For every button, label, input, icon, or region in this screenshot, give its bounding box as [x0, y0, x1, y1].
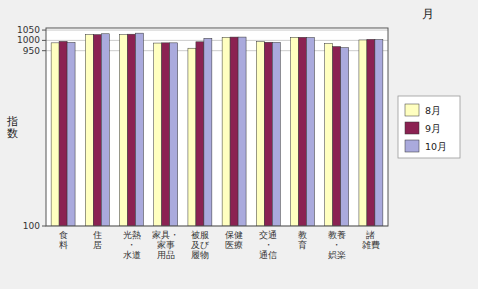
bar — [188, 48, 196, 226]
grid-line — [46, 30, 388, 31]
bar — [120, 35, 128, 226]
y-tick-label: 100 — [23, 221, 40, 231]
bar — [51, 43, 59, 226]
bar — [325, 43, 333, 226]
x-tick-label: 食料 — [59, 230, 68, 250]
bar — [306, 37, 314, 226]
plot-frame — [46, 28, 388, 226]
bar — [93, 35, 101, 226]
bar — [162, 43, 170, 226]
x-tick-label: 交通・通信 — [259, 230, 277, 260]
legend-box — [398, 96, 460, 158]
y-tick — [42, 30, 46, 31]
y-axis-label: 指数 — [6, 115, 18, 140]
x-tick-label: 諸雑費 — [362, 230, 380, 250]
plot-area — [46, 28, 388, 226]
x-tick-label: 住居 — [93, 230, 102, 250]
bar — [291, 37, 299, 226]
legend-swatch — [405, 104, 419, 116]
x-tick-label: 光熱・水道 — [123, 230, 141, 260]
bar — [170, 43, 178, 226]
bar — [264, 42, 272, 226]
background — [0, 0, 478, 289]
x-tick-label: 被服及び履物 — [191, 230, 210, 260]
y-tick — [42, 50, 46, 51]
bar — [359, 40, 367, 226]
legend-label: 10月 — [425, 141, 447, 152]
legend: 8月 9月 10月 — [398, 96, 460, 158]
bar — [222, 37, 230, 226]
y-tick-label: 950 — [23, 46, 40, 56]
legend-label: 9月 — [425, 123, 441, 134]
x-tick-label: 保健医療 — [225, 230, 243, 250]
bar — [272, 42, 280, 226]
y-tick — [42, 226, 46, 227]
bar — [135, 33, 143, 226]
bar — [230, 37, 238, 226]
bar — [128, 34, 136, 226]
bars — [51, 33, 383, 226]
bar — [154, 43, 162, 226]
legend-swatch — [405, 140, 419, 152]
y-tick — [42, 40, 46, 41]
x-tick-label: 家具・家事用品 — [152, 230, 179, 260]
x-tick-label: 教育 — [298, 230, 307, 250]
bar — [59, 41, 67, 226]
y-tick-label: 1050 — [17, 25, 40, 35]
legend-label: 8月 — [425, 105, 441, 116]
bar — [67, 42, 75, 226]
x-tick-label: 教養・娯楽 — [328, 230, 346, 260]
bar — [238, 37, 246, 226]
title: 月 — [422, 7, 434, 21]
bar — [101, 34, 109, 226]
bar — [367, 39, 375, 226]
bar — [196, 42, 204, 226]
bar — [375, 40, 383, 226]
bar — [85, 35, 93, 226]
bar — [341, 48, 349, 226]
y-tick-label: 1000 — [17, 35, 40, 45]
bar — [299, 37, 307, 226]
bar — [256, 42, 264, 226]
bar — [333, 47, 341, 226]
legend-swatch — [405, 122, 419, 134]
bar — [204, 38, 212, 226]
